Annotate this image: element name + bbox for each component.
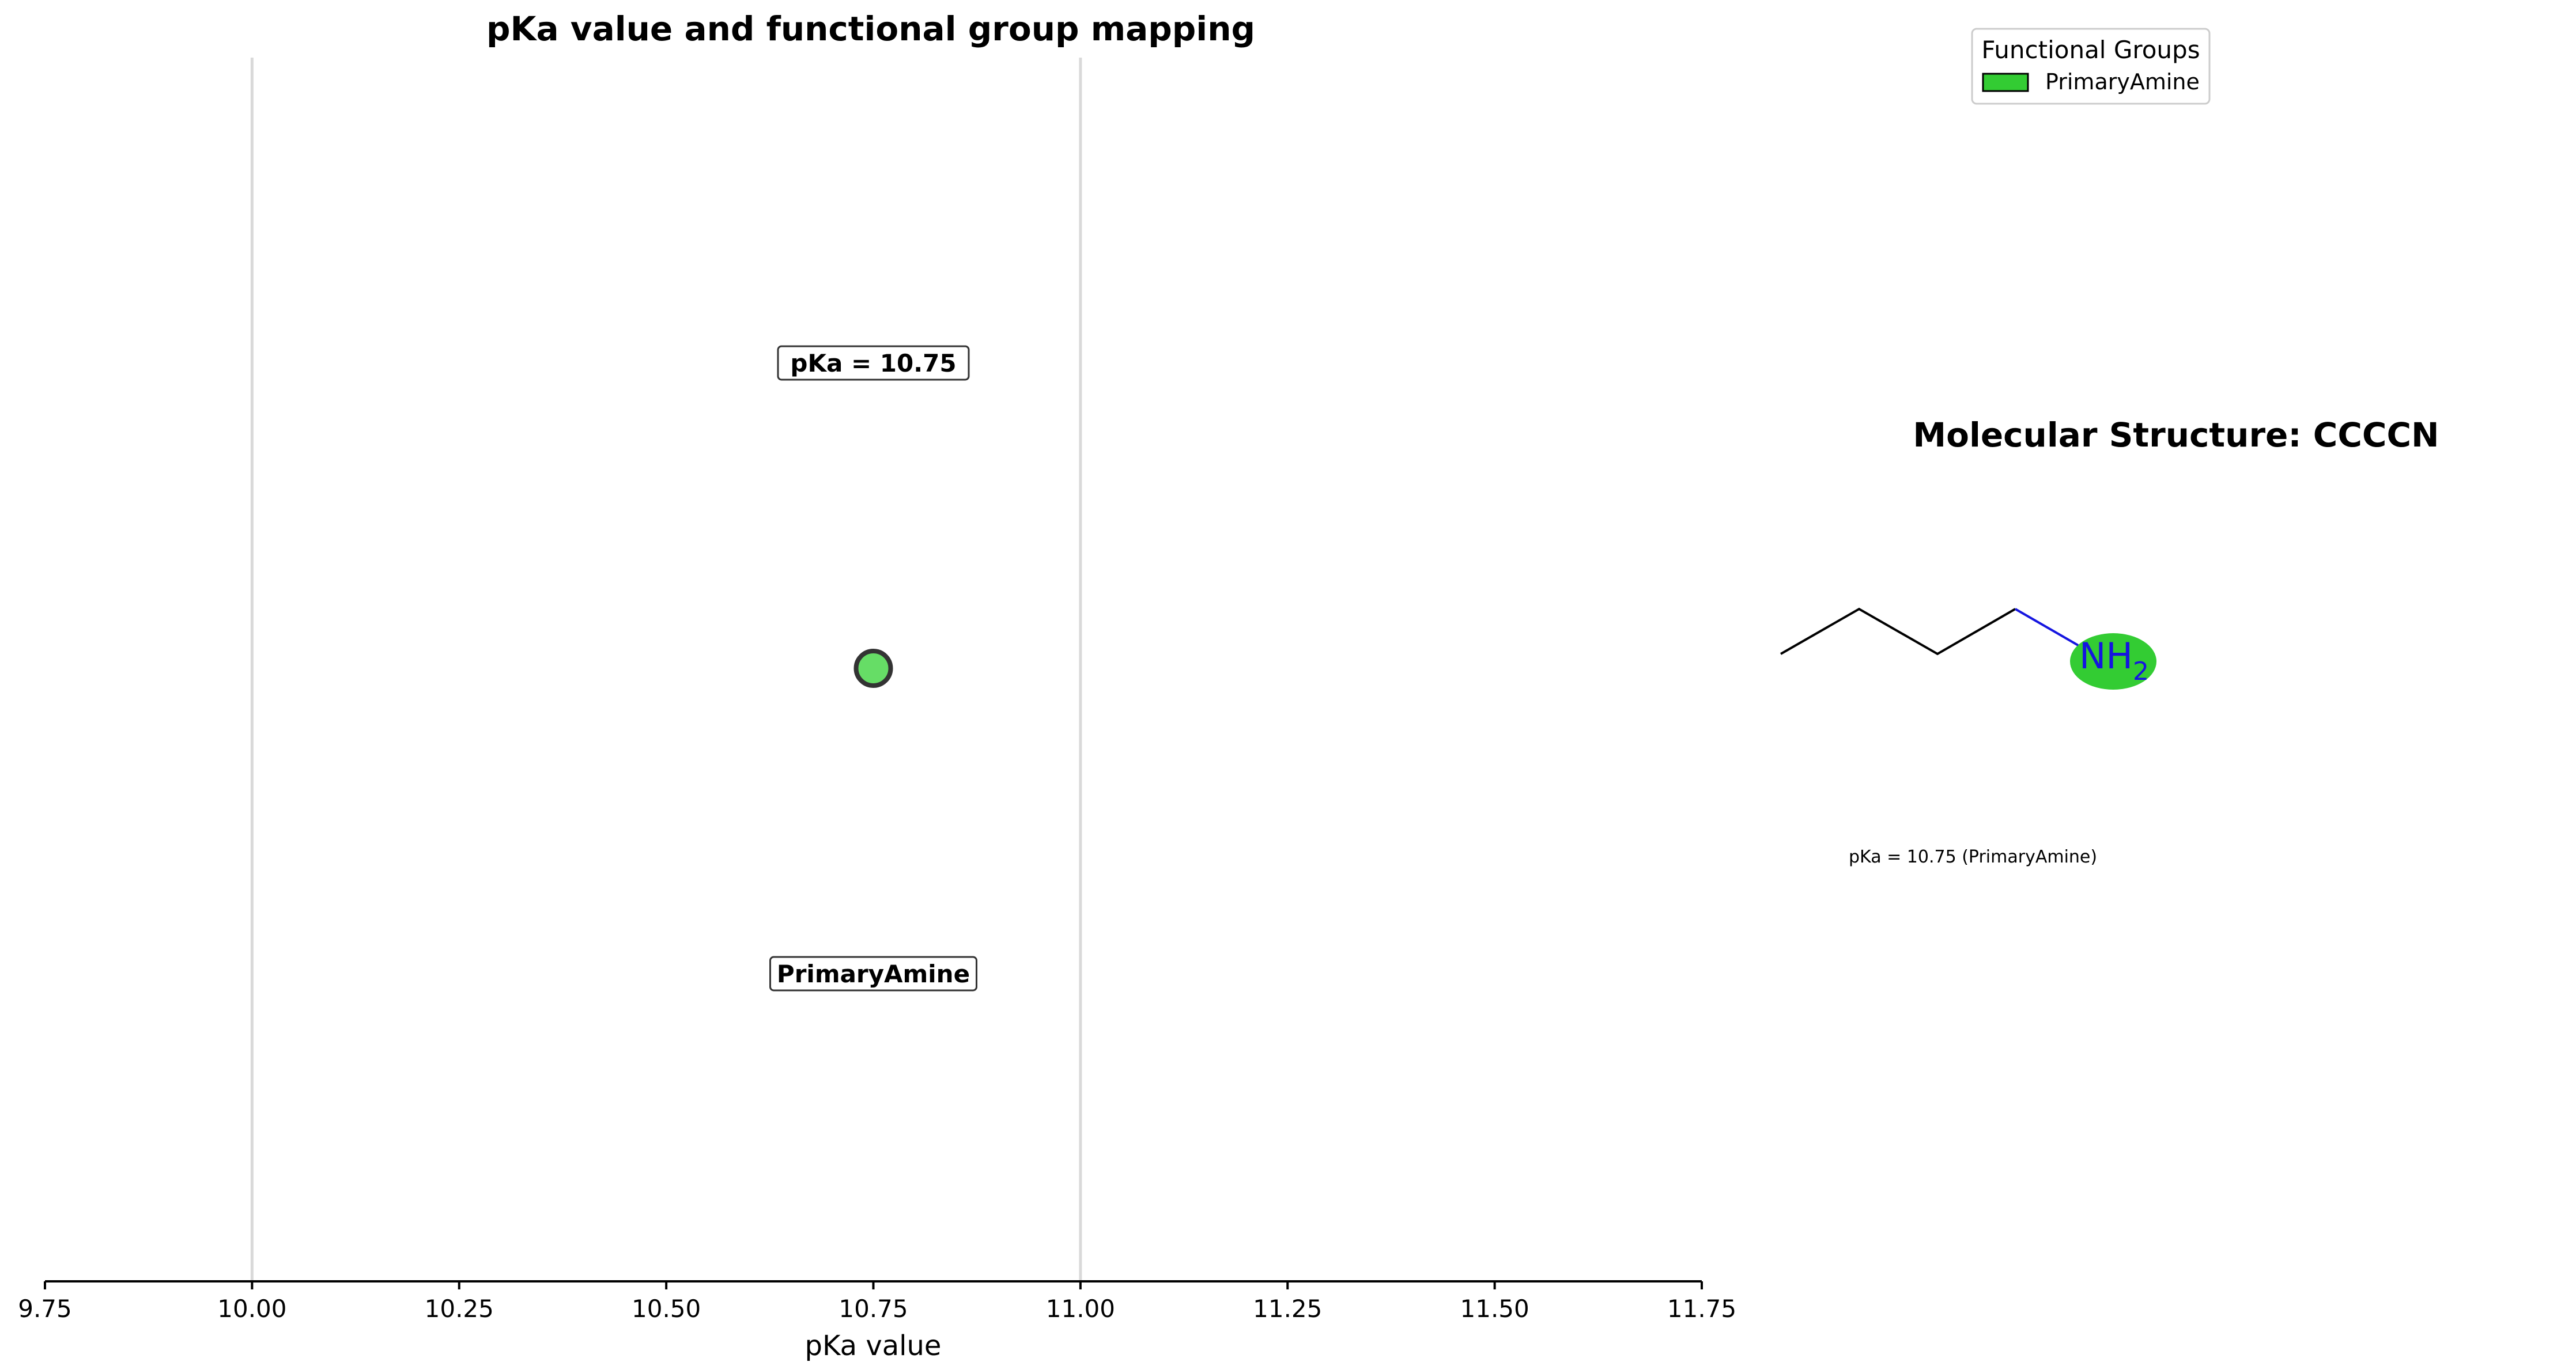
- legend-frame: [1971, 28, 2211, 105]
- pka-plot: pKa value and functional group mapping p…: [18, 9, 1736, 1362]
- value-label-0-box: [777, 345, 970, 381]
- c-n-bond: [2014, 608, 2079, 646]
- nh2-highlight: [2070, 633, 2156, 690]
- structure-caption: pKa = 10.75 (PrimaryAmine): [1849, 847, 2097, 867]
- x-tick-label-2: 10.25: [425, 1295, 494, 1323]
- x-axis-ticks: 9.75 10.00 10.25 10.50 10.75 11.00 11.25 11.50 1…: [18, 1281, 1736, 1323]
- x-tick-label-5: 11.00: [1046, 1295, 1115, 1323]
- reference-lines: [250, 58, 1082, 1281]
- x-tick-label-3: 10.50: [632, 1295, 701, 1323]
- data-points: pKa = 10.75 PrimaryAmine: [769, 345, 977, 992]
- nh-text: NH: [2079, 635, 2133, 677]
- x-tick-label-6: 11.25: [1253, 1295, 1322, 1323]
- nh2-atom-label: NH2: [2079, 635, 2149, 686]
- x-tick-label-4: 10.75: [838, 1295, 908, 1323]
- x-tick-label-8: 11.75: [1667, 1295, 1736, 1323]
- x-axis-label: pKa value: [805, 1330, 942, 1362]
- legend-title: Functional Groups: [1981, 36, 2200, 64]
- legend-label-primaryamine: PrimaryAmine: [2045, 69, 2200, 94]
- x-tick-label-0: 9.75: [18, 1295, 72, 1323]
- carbon-chain: [1780, 607, 2016, 656]
- molecule-panel: Molecular Structure: CCCCN NH2 pKa = 10.…: [1780, 415, 2439, 867]
- molecule-drawing: NH2: [1780, 607, 2156, 690]
- x-tick-label-1: 10.00: [217, 1295, 286, 1323]
- group-label-0-text: PrimaryAmine: [777, 960, 970, 988]
- structure-title: Molecular Structure: CCCCN: [1913, 415, 2439, 455]
- x-tick-label-7: 11.50: [1460, 1295, 1529, 1323]
- chart-title: pKa value and functional group mapping: [486, 9, 1255, 48]
- data-point-0: [853, 649, 893, 688]
- value-label-0-text: pKa = 10.75: [790, 349, 956, 377]
- group-label-0: PrimaryAmine: [769, 956, 977, 992]
- group-label-0-box: [769, 956, 977, 992]
- value-label-0: pKa = 10.75: [777, 345, 970, 381]
- subscript-2: 2: [2133, 657, 2149, 686]
- legend-swatch-primaryamine: [1982, 73, 2029, 92]
- legend: Functional Groups PrimaryAmine: [1971, 28, 2211, 105]
